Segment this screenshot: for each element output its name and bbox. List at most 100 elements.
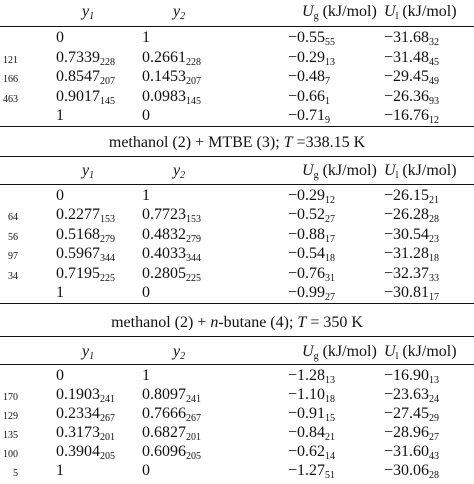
ul-cell: −31.6043 [384,443,440,462]
y2-cell: 1 [142,187,150,204]
y2-cell: 0.8097241 [142,386,201,405]
rule [0,156,474,157]
col-ug-header: Ug (kJ/mol) [302,162,377,181]
ul-cell: −30.8117 [384,284,440,303]
table-header: y1 y2 Ug (kJ/mol) Ul (kJ/mol) [0,2,474,22]
section-title: methanol (2) + MTBE (3); T =338.15 K [108,134,366,151]
col-ul-header: Ul (kJ/mol) [384,162,457,181]
row-index-cell: 100 [3,449,18,460]
row-index-cell: 97 [8,251,18,263]
y1-cell: 1 [56,284,64,301]
y2-cell: 0.2661228 [142,48,201,68]
y1-cell: 0.3173201 [56,424,115,443]
y1-cell: 0.7339228 [56,48,115,68]
ul-cell: −26.2828 [384,206,440,226]
y2-cell: 0 [142,107,150,125]
y1-cell: 0 [56,187,64,204]
y2-cell: 1 [142,367,150,384]
y2-cell: 0.7666267 [142,405,201,424]
ul-cell: −26.3693 [384,87,440,107]
col-ul-header: Ul (kJ/mol) [384,3,457,22]
ug-cell: −1.2751 [288,462,336,481]
col-y2-header: y2 [173,162,186,181]
row-index-cell: 135 [3,430,18,441]
ug-cell: −1.1018 [288,386,336,405]
ul-cell: −16.9013 [384,367,440,386]
ug-cell: −0.8817 [288,225,336,245]
y2-cell: 0.7723153 [142,206,201,226]
table-header: y1 y2 Ug (kJ/mol) Ul (kJ/mol) [0,342,474,362]
row-index-cell: 5 [13,468,18,479]
col-ul-header: Ul (kJ/mol) [384,343,457,362]
ul-cell: −31.4845 [384,48,440,68]
col-y2-header: y2 [173,3,186,22]
y1-cell: 0.2277153 [56,206,115,226]
ug-cell: −0.661 [288,87,331,107]
table-row: 1 0 −0.719 −16.7612 [0,106,474,126]
table-row: 170 0.1903241 0.8097241 −1.1018 −23.6324 [0,385,474,405]
ul-cell: −16.7612 [384,107,440,127]
ul-cell: −29.4549 [384,68,440,88]
table-row: 97 0.5967344 0.4033344 −0.5418 −31.2818 [0,244,474,264]
table-row: 135 0.3173201 0.6827201 −0.8421 −28.9627 [0,423,474,443]
y1-cell: 0.3904205 [56,443,115,462]
section-title: methanol (2) + n-butane (4); T = 350 K [111,314,363,331]
ug-cell: −0.719 [288,107,331,127]
ul-cell: −31.6832 [384,29,440,48]
ug-cell: −0.9927 [288,284,336,303]
ul-cell: −32.3733 [384,264,440,284]
table-header: y1 y2 Ug (kJ/mol) Ul (kJ/mol) [0,161,474,181]
ug-cell: −0.5555 [288,29,336,48]
ug-cell: −0.6214 [288,443,336,462]
ul-cell: −30.5423 [384,225,440,245]
col-ug-header: Ug (kJ/mol) [302,343,377,362]
y2-cell: 0 [142,462,150,479]
y2-cell: 0 [142,284,150,301]
y1-cell: 0 [56,367,64,384]
ul-cell: −27.4529 [384,405,440,424]
col-y1-header: y1 [82,343,95,362]
row-index-cell: 166 [3,74,18,86]
row-index-cell: 34 [8,270,18,282]
col-ug-header: Ug (kJ/mol) [302,3,377,22]
ul-cell: −30.0628 [384,462,440,481]
y2-cell: 1 [142,29,150,46]
col-y1-header: y1 [82,162,95,181]
y1-cell: 0.7195225 [56,264,115,284]
rule [0,184,474,185]
rule [0,126,474,127]
table-row: 121 0.7339228 0.2661228 −0.2913 −31.4845 [0,48,474,68]
table-row: 0 1 −0.5555 −31.6832 [0,28,474,48]
ul-cell: −26.1521 [384,187,440,206]
table-row: 100 0.3904205 0.6096205 −0.6214 −31.6043 [0,442,474,462]
ug-cell: −0.2912 [288,187,336,206]
y2-cell: 0.6096205 [142,443,201,462]
row-index-cell: 463 [3,93,18,105]
y1-cell: 0.9017145 [56,87,115,107]
table-row: 129 0.2334267 0.7666267 −0.9115 −27.4529 [0,404,474,424]
ug-cell: −0.5227 [288,206,336,226]
y2-cell: 0.2805225 [142,264,201,284]
y2-cell: 0.4033344 [142,245,201,265]
rule [0,336,474,337]
row-index-cell: 129 [3,411,18,422]
table-row: 5 1 0 −1.2751 −30.0628 [0,461,474,481]
ul-cell: −28.9627 [384,424,440,443]
row-index-cell: 64 [8,212,18,224]
ug-cell: −0.9115 [288,405,336,424]
y1-cell: 1 [56,107,64,125]
ug-cell: −0.2913 [288,48,336,68]
y1-cell: 0.5967344 [56,245,115,265]
rule [0,303,474,304]
y2-cell: 0.0983145 [142,87,201,107]
y1-cell: 0.5168279 [56,225,115,245]
y1-cell: 0.8547207 [56,68,115,88]
y1-cell: 0 [56,29,64,46]
y1-cell: 0.1903241 [56,386,115,405]
row-index-cell: 121 [3,54,18,66]
ug-cell: −0.7631 [288,264,336,284]
table-row: 166 0.8547207 0.1453207 −0.487 −29.4549 [0,67,474,87]
table-row: 1 0 −0.9927 −30.8117 [0,283,474,303]
col-y2-header: y2 [173,343,186,362]
